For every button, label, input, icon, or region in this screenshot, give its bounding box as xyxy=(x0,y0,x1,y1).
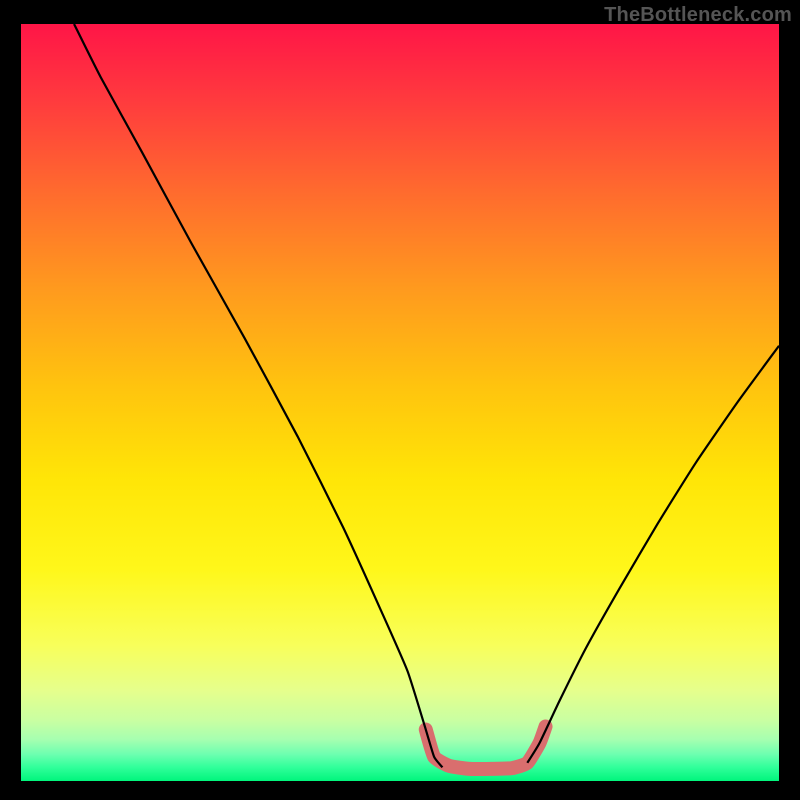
watermark-text: TheBottleneck.com xyxy=(604,4,792,27)
chart-frame: TheBottleneck.com xyxy=(0,0,800,800)
chart-svg xyxy=(0,0,800,800)
